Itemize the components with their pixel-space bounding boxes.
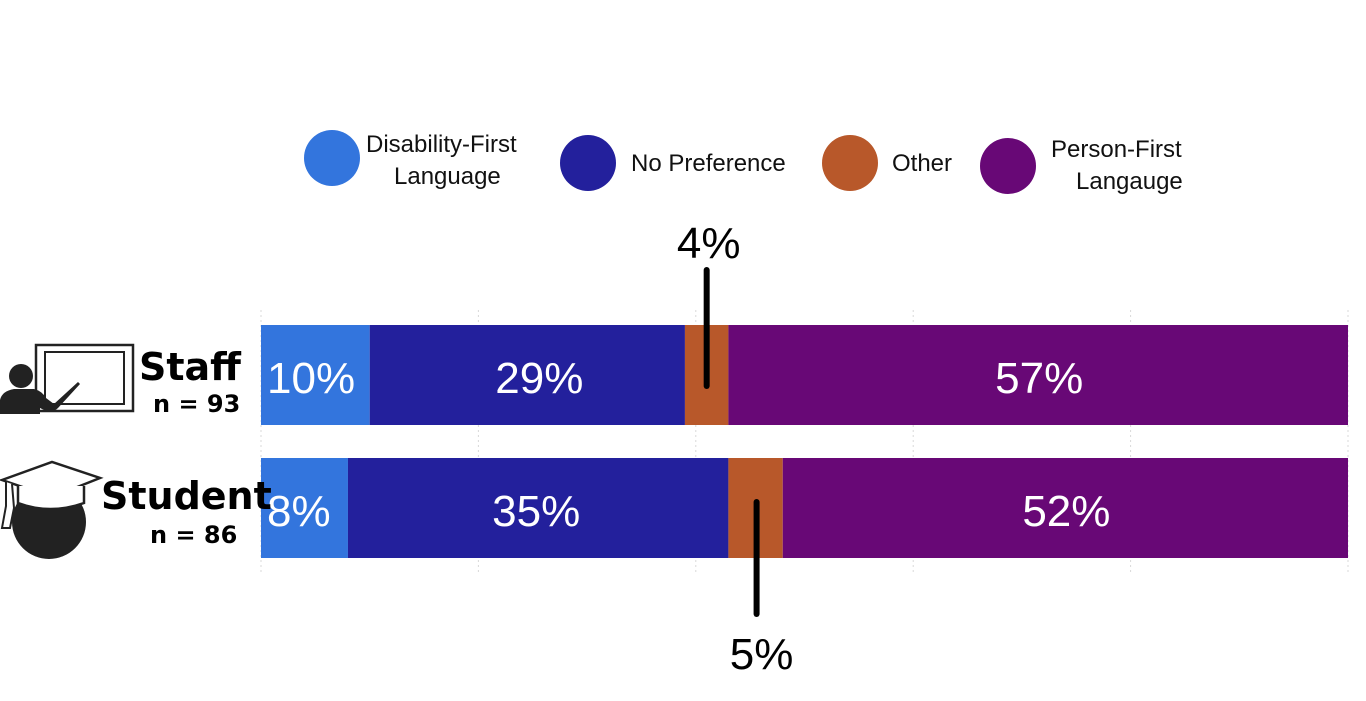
bar-segment-staff-disability-first-language xyxy=(261,325,370,425)
bar-segment-staff-no-preference xyxy=(369,325,685,425)
data-label: 5% xyxy=(730,630,794,679)
teacher-icon xyxy=(0,343,135,414)
legend-label: Langauge xyxy=(1076,168,1183,195)
legend-item-other: Other xyxy=(822,135,952,191)
data-label: 29% xyxy=(495,354,583,403)
legend-item-no-preference: No Preference xyxy=(560,135,786,191)
legend-label: Person-First xyxy=(1051,136,1182,163)
data-label: 10% xyxy=(267,354,355,403)
legend-label: Language xyxy=(394,163,501,190)
bar-segment-staff-person-first-langauge xyxy=(728,325,1348,425)
category-label-staff: Staff xyxy=(139,345,242,389)
bar-segment-student-disability-first-language xyxy=(261,458,348,558)
data-label: 52% xyxy=(1022,487,1110,536)
legend-swatch xyxy=(822,135,878,191)
graduate-icon xyxy=(0,460,104,559)
legend-swatch xyxy=(980,138,1036,194)
data-label: 57% xyxy=(995,354,1083,403)
data-label: 35% xyxy=(492,487,580,536)
bars: 10% 29% 4% 57% 8% 35% 5% 52% xyxy=(261,219,1348,679)
category-n-staff: n = 93 xyxy=(153,390,240,418)
legend-label: Disability-First xyxy=(366,131,517,158)
legend-item-person-first-langauge: Person-First Langauge xyxy=(980,136,1183,195)
legend: Disability-First Language No Preference Oth… xyxy=(304,130,1183,195)
legend-item-disability-first-language: Disability-First Language xyxy=(304,130,517,190)
legend-label: Other xyxy=(892,150,952,177)
bar-segment-student-person-first-langauge xyxy=(782,458,1348,558)
data-label: 4% xyxy=(677,219,741,268)
legend-swatch xyxy=(304,130,360,186)
bar-segment-student-no-preference xyxy=(347,458,729,558)
data-label: 8% xyxy=(267,487,331,536)
category-label-student: Student xyxy=(101,474,272,518)
legend-label: No Preference xyxy=(631,150,786,177)
legend-swatch xyxy=(560,135,616,191)
category-n-student: n = 86 xyxy=(150,521,237,549)
